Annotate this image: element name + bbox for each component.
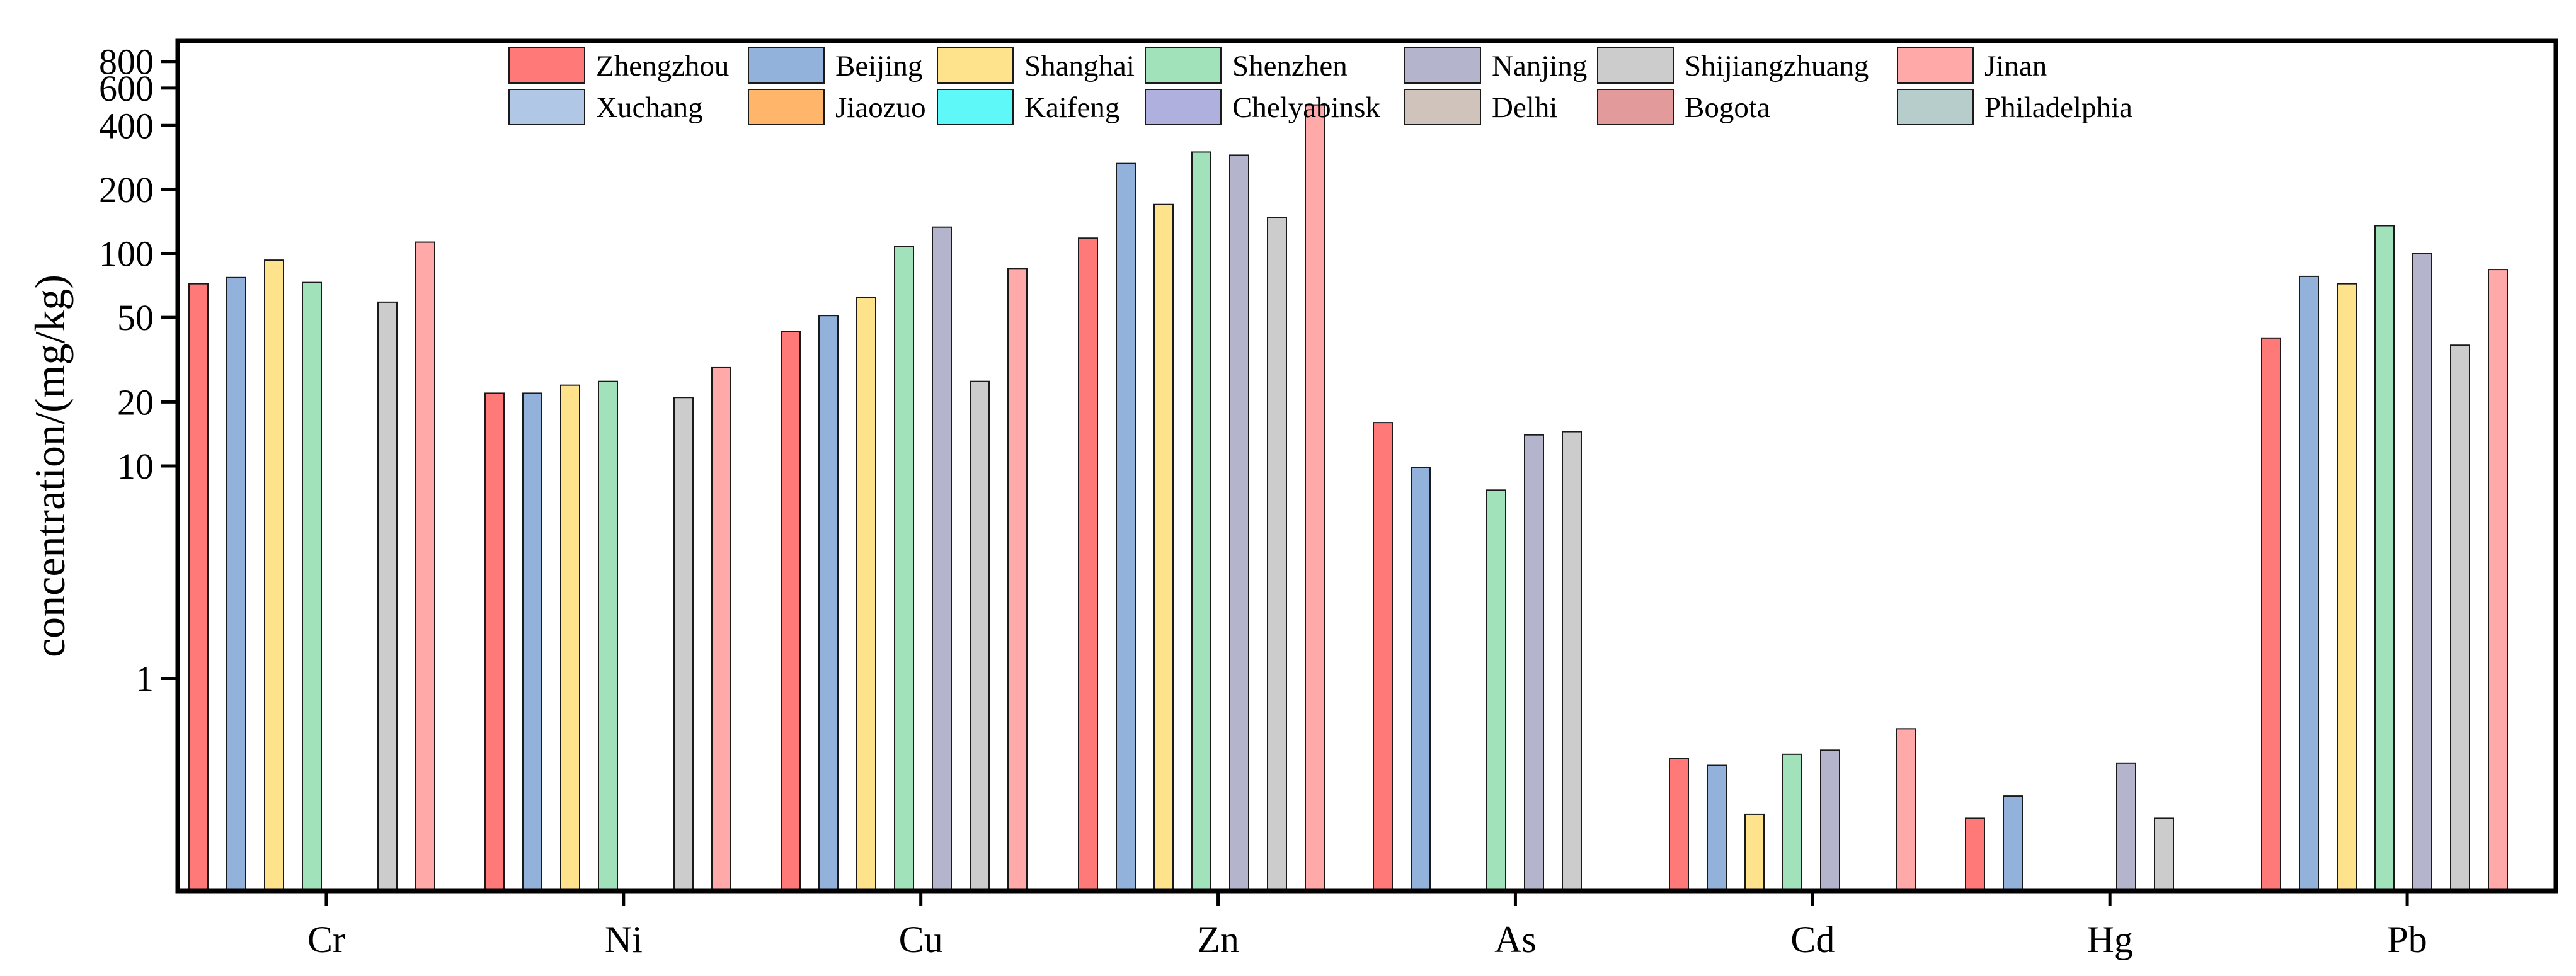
bar-shijiangzhuang-cu — [970, 380, 990, 892]
bar-shanghai-zn — [1153, 203, 1174, 892]
legend-swatch — [1404, 47, 1481, 84]
legend-swatch — [937, 47, 1014, 84]
legend-label: Zhengzhou — [596, 50, 729, 82]
legend-swatch — [1597, 47, 1674, 84]
y-tick-label: 400 — [99, 105, 154, 146]
bar-shanghai-cu — [856, 297, 876, 892]
bar-zhengzhou-zn — [1078, 237, 1098, 892]
bar-nanjing-as — [1524, 434, 1544, 892]
bar-beijing-ni — [522, 392, 542, 892]
bar-jinan-ni — [711, 366, 731, 892]
y-tick-label: 10 — [117, 446, 154, 487]
x-tick-label: Pb — [2387, 919, 2427, 960]
legend-label: Kaifeng — [1024, 91, 1119, 124]
bar-zhengzhou-pb — [2261, 337, 2281, 892]
legend-swatch — [748, 47, 825, 84]
x-tick-label: Ni — [605, 919, 643, 960]
bar-jinan-pb — [2488, 269, 2508, 892]
y-tick-label: 800 — [99, 42, 154, 82]
bar-shanghai-cd — [1744, 813, 1765, 892]
bar-jinan-cd — [1896, 728, 1916, 892]
legend-label: Nanjing — [1492, 50, 1587, 82]
bar-shijiangzhuang-cr — [377, 301, 398, 892]
legend-swatch — [937, 89, 1014, 125]
y-tick-label: 20 — [117, 382, 154, 423]
bar-nanjing-cd — [1820, 749, 1840, 892]
legend-label: Shijiangzhuang — [1685, 50, 1869, 82]
bar-beijing-pb — [2299, 275, 2319, 892]
x-tick-label: As — [1494, 919, 1537, 960]
bar-shijiangzhuang-as — [1562, 431, 1582, 892]
bar-beijing-hg — [2003, 795, 2023, 892]
legend-swatch — [1404, 89, 1481, 125]
bar-shenzhen-cu — [894, 246, 914, 892]
x-tick-label: Cd — [1790, 919, 1835, 960]
bar-shanghai-pb — [2337, 283, 2357, 892]
legend-label: Delhi — [1492, 91, 1557, 124]
legend-label: Beijing — [835, 50, 922, 82]
legend-swatch — [1897, 47, 1974, 84]
x-tick-label: Cr — [307, 919, 345, 960]
bar-beijing-as — [1411, 467, 1431, 892]
x-tick-label: Hg — [2087, 919, 2133, 960]
bar-shenzhen-pb — [2374, 225, 2395, 892]
legend-swatch — [748, 89, 825, 125]
y-tick-label: 50 — [117, 297, 154, 338]
legend: Zhengzhou Xuchang Beijing Jiaozuo Shanghai Ka… — [508, 47, 2132, 125]
legend-label: Shenzhen — [1232, 50, 1348, 82]
bar-beijing-cu — [818, 315, 839, 892]
y-tick-label: 200 — [99, 169, 154, 210]
legend-label: Xuchang — [596, 91, 703, 124]
y-tick-label: 1 — [135, 659, 154, 700]
bar-shijiangzhuang-ni — [673, 397, 694, 892]
bar-shanghai-ni — [560, 384, 580, 892]
legend-swatch — [1145, 89, 1222, 125]
y-axis-label: concentration/(mg/kg) — [26, 275, 74, 657]
legend-swatch — [1145, 47, 1222, 84]
bar-shijiangzhuang-pb — [2450, 344, 2470, 892]
bar-shijiangzhuang-zn — [1267, 217, 1287, 892]
legend-swatch — [508, 47, 585, 84]
bars-layer — [188, 104, 2508, 892]
legend-label: Jiaozuo — [835, 91, 926, 124]
bar-beijing-cr — [226, 276, 246, 892]
y-tick-label: 100 — [99, 234, 154, 275]
bar-nanjing-pb — [2412, 253, 2432, 892]
bar-zhengzhou-as — [1373, 422, 1393, 892]
legend-swatch — [1597, 89, 1674, 125]
bar-zhengzhou-cr — [188, 283, 209, 892]
x-tick-label: Zn — [1197, 919, 1239, 960]
bar-jinan-cu — [1007, 268, 1028, 892]
bar-shanghai-cr — [264, 259, 284, 892]
bar-zhengzhou-ni — [484, 392, 505, 892]
legend-label: Philadelphia — [1984, 91, 2132, 124]
bar-shenzhen-cd — [1782, 753, 1802, 892]
legend-label: Jinan — [1984, 50, 2047, 82]
x-axis: Cr Ni Cu Zn As Cd Hg Pb — [307, 891, 2427, 960]
bar-beijing-zn — [1116, 162, 1136, 892]
bar-nanjing-hg — [2116, 762, 2136, 892]
bar-nanjing-cu — [932, 226, 952, 892]
bar-zhengzhou-hg — [1965, 817, 1985, 892]
bar-shijiangzhuang-hg — [2154, 817, 2174, 892]
bar-jinan-cr — [415, 241, 435, 892]
bar-shenzhen-as — [1486, 489, 1506, 892]
legend-swatch — [508, 89, 585, 125]
x-tick-label: Cu — [899, 919, 943, 960]
bar-shenzhen-zn — [1191, 151, 1211, 892]
bar-beijing-cd — [1707, 764, 1727, 892]
bar-zhengzhou-cu — [781, 331, 801, 892]
legend-swatch — [1897, 89, 1974, 125]
legend-label: Bogota — [1685, 91, 1770, 124]
bar-nanjing-zn — [1229, 154, 1249, 892]
y-tick-label: 600 — [99, 68, 154, 109]
bar-zhengzhou-cd — [1669, 758, 1689, 892]
legend-label: Chelyabinsk — [1232, 91, 1380, 124]
legend-label: Shanghai — [1024, 50, 1135, 82]
bar-shenzhen-cr — [302, 281, 322, 892]
bar-shenzhen-ni — [598, 380, 618, 892]
bar-jinan-zn — [1305, 104, 1325, 892]
